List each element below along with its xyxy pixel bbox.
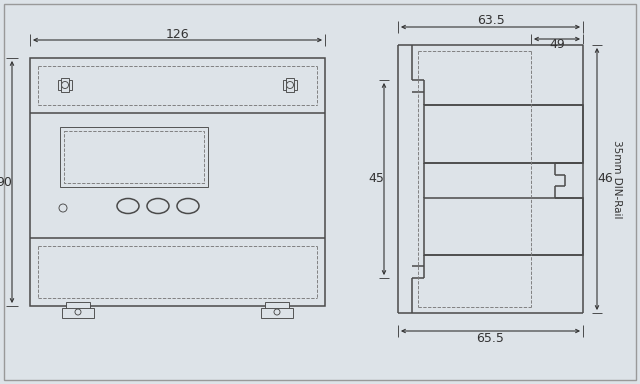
Circle shape bbox=[75, 309, 81, 315]
Text: 63.5: 63.5 bbox=[477, 15, 504, 28]
Text: 35mm DIN-Rail: 35mm DIN-Rail bbox=[612, 140, 622, 218]
Text: 49: 49 bbox=[549, 38, 565, 51]
Bar bbox=[424, 198, 583, 255]
Circle shape bbox=[59, 204, 67, 212]
Circle shape bbox=[61, 81, 68, 88]
Text: 126: 126 bbox=[166, 28, 189, 40]
Bar bbox=[261, 308, 293, 318]
Bar bbox=[64, 131, 204, 183]
Ellipse shape bbox=[147, 199, 169, 214]
Ellipse shape bbox=[117, 199, 139, 214]
Text: 65.5: 65.5 bbox=[477, 333, 504, 346]
Bar bbox=[66, 302, 90, 310]
Bar bbox=[58, 80, 72, 90]
Text: 45: 45 bbox=[368, 172, 384, 185]
Bar bbox=[60, 127, 208, 187]
Bar bbox=[283, 80, 297, 90]
Circle shape bbox=[287, 81, 294, 88]
Bar bbox=[286, 78, 294, 92]
Text: 90: 90 bbox=[0, 175, 12, 189]
Text: 46: 46 bbox=[597, 172, 613, 185]
Bar bbox=[424, 105, 583, 163]
Bar bbox=[61, 78, 69, 92]
Ellipse shape bbox=[177, 199, 199, 214]
Bar bbox=[62, 308, 94, 318]
Circle shape bbox=[274, 309, 280, 315]
Bar bbox=[265, 302, 289, 310]
Bar bbox=[30, 58, 325, 306]
